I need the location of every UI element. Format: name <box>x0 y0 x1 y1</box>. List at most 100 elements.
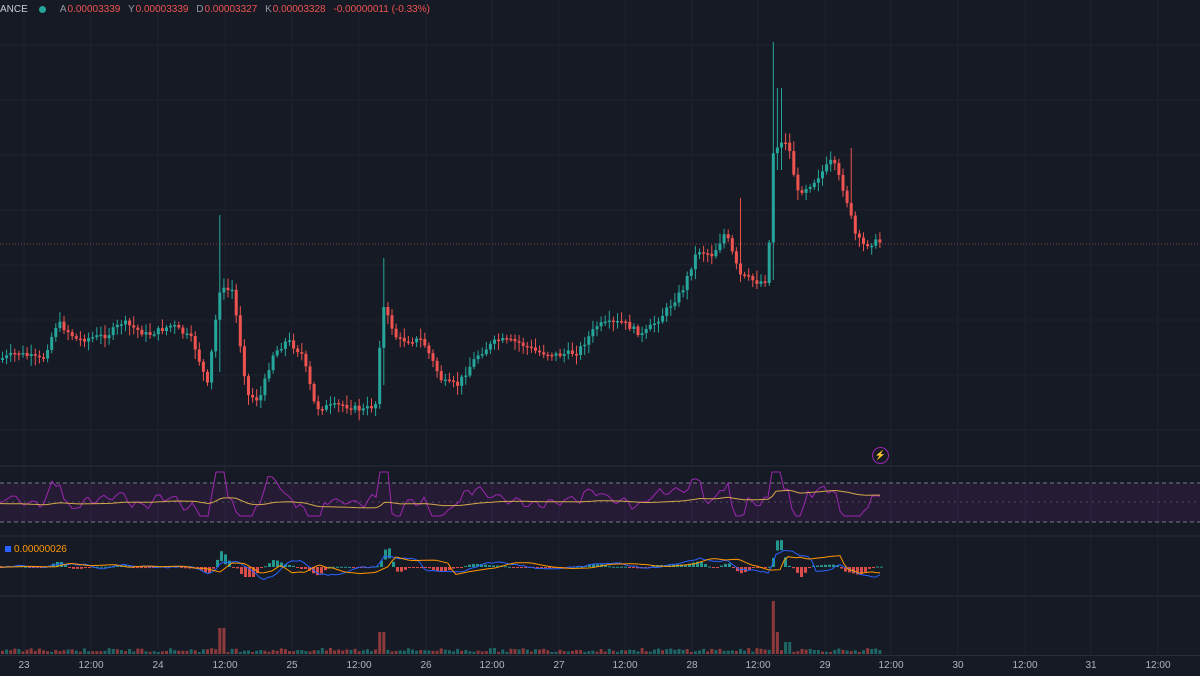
macd-histogram-bar <box>344 566 347 568</box>
time-axis[interactable]: 23 12:00 24 12:00 25 12:00 26 12:00 27 1… <box>0 655 1200 676</box>
volume-bar <box>821 651 824 654</box>
volume-bar <box>595 651 599 654</box>
candle-body <box>825 164 829 172</box>
volume-bar <box>534 649 537 654</box>
candle-body <box>386 307 390 316</box>
candle-body <box>808 187 812 189</box>
volume-bar <box>509 648 513 654</box>
volume-bar <box>107 648 111 654</box>
macd-histogram-bar <box>716 567 719 568</box>
macd-histogram-bar <box>284 564 287 567</box>
candle-body <box>419 338 423 340</box>
macd-histogram-bar <box>436 567 439 572</box>
candle-body <box>488 343 492 350</box>
volume-bar <box>165 650 168 654</box>
macd-histogram-bar <box>484 564 487 567</box>
macd-histogram-bar <box>476 564 479 567</box>
candle-body <box>570 350 574 354</box>
macd-histogram-bar <box>412 567 415 568</box>
candle-body <box>632 326 636 329</box>
volume-bar <box>874 648 878 654</box>
candle-body <box>255 397 259 401</box>
candle-body <box>878 239 882 243</box>
macd-histogram-bar <box>132 567 135 568</box>
macd-histogram-bar <box>316 567 319 576</box>
candle-body <box>206 371 209 383</box>
volume-bar <box>251 651 255 654</box>
macd-histogram-bar <box>116 565 119 567</box>
candle-body <box>677 292 681 303</box>
candle-body <box>279 348 283 351</box>
macd-value: 0.00000026 <box>14 544 67 555</box>
candle-body <box>780 142 783 148</box>
candle-body <box>197 349 201 362</box>
candle-body <box>390 315 394 329</box>
candle-body <box>74 336 78 339</box>
macd-histogram-bar <box>580 566 583 568</box>
candle-body <box>554 353 558 356</box>
macd-histogram-bar <box>488 565 491 567</box>
candle-body <box>427 345 431 354</box>
volume-bar <box>78 651 82 654</box>
volume-bar <box>374 649 378 654</box>
volume-bar <box>870 648 874 654</box>
macd-histogram-bar <box>700 561 703 567</box>
volume-bar <box>771 601 775 654</box>
candle-body <box>37 355 41 358</box>
volume-bar <box>304 651 308 654</box>
candle-body <box>415 338 419 343</box>
candle-body <box>542 352 546 355</box>
candle-body <box>706 253 710 255</box>
volume-bar <box>759 648 763 654</box>
candle-body <box>226 287 230 290</box>
volume-bar <box>411 649 414 654</box>
volume-bar <box>755 648 759 654</box>
candle-body <box>107 335 111 339</box>
macd-histogram-bar <box>68 567 71 568</box>
volume-bar <box>825 651 829 654</box>
macd-histogram-bar <box>60 561 63 567</box>
volume-bar <box>177 650 181 654</box>
legend-key-close: K <box>265 4 272 15</box>
candle-body <box>70 332 74 337</box>
candle-body <box>505 338 509 340</box>
volume-bar <box>50 651 54 654</box>
volume-bar <box>681 649 685 654</box>
volume-bar <box>13 648 17 654</box>
volume-bar <box>739 648 742 654</box>
candle-body <box>509 338 513 341</box>
macd-histogram-bar <box>688 563 691 567</box>
volume-bar <box>599 649 603 654</box>
macd-histogram-bar <box>208 567 211 573</box>
macd-histogram-bar <box>28 567 31 568</box>
volume-bar <box>160 651 164 654</box>
candle-body <box>566 350 570 354</box>
macd-histogram-bar <box>76 567 79 569</box>
time-label: 30 <box>952 660 964 671</box>
volume-bar <box>115 649 119 654</box>
candle-body <box>661 315 665 322</box>
time-label: 31 <box>1085 660 1097 671</box>
macd-histogram-bar <box>812 565 815 567</box>
candle-body <box>529 346 533 349</box>
candle-body <box>534 347 537 351</box>
macd-histogram-bar <box>684 564 687 567</box>
volume-bar <box>443 649 447 654</box>
candle-body <box>382 307 386 348</box>
candle-body <box>17 353 21 355</box>
macd-histogram-bar <box>376 566 379 568</box>
volume-bar <box>263 650 267 654</box>
macd-histogram-bar <box>88 567 91 568</box>
candle-body <box>365 406 369 409</box>
macd-histogram-bar <box>512 567 515 568</box>
volume-bar <box>575 649 578 654</box>
candle-body <box>599 322 603 327</box>
volume-bar <box>743 650 747 654</box>
volume-bar <box>156 651 160 654</box>
candle-body <box>251 395 255 398</box>
macd-histogram-bar <box>240 567 243 574</box>
volume-bar <box>214 649 218 654</box>
lightning-icon[interactable]: ⚡ <box>872 447 889 464</box>
